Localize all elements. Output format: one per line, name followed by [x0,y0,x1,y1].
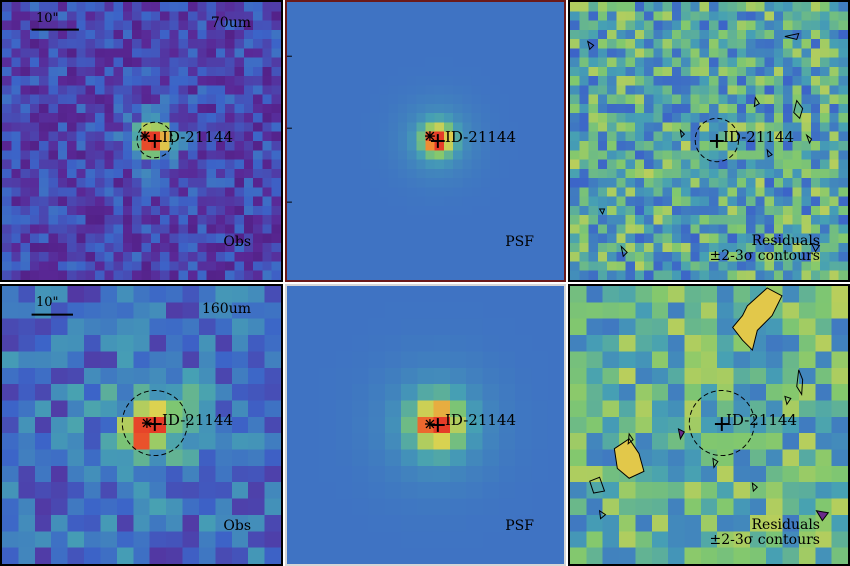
obs-image-160um [2,286,281,564]
psf-image-160um [287,286,564,564]
overlay-160um-res [589,287,830,522]
obs-image-70um [2,2,281,280]
aperture-circle [136,121,174,159]
band-label: 160um [201,301,251,317]
residual-label-line2: ±2-3σ contours [709,248,820,264]
panel-70um-psf: 30 ID-21144 PSF [285,0,566,282]
residual-label-line1: Residuals [751,233,820,249]
band-label: 70um [210,15,251,31]
cross-marker [430,134,445,148]
panel-label-obs: Obs [223,518,251,534]
residual-label-line1: Residuals [751,517,820,533]
source-label: ID-21144 [723,128,795,146]
cross-marker [147,417,162,431]
panel-70um-residual: ID-21144 Residuals ±2-3σ contours [568,0,850,282]
residual-label-line2: ±2-3σ contours [709,532,820,548]
aperture-circle [688,390,755,457]
residual-image-160um [570,286,848,564]
panel-160um-residual: ID-21144 Residuals ±2-3σ contours [568,284,850,566]
source-label: ID-21144 [162,128,234,146]
aperture-circle [694,117,740,163]
overlay-160um-obs [31,313,188,457]
source-label: ID-21144 [162,411,234,429]
panel-70um-obs: 10" 70um ID-21144 Obs [0,0,283,282]
asterisk-marker [425,419,435,429]
overlay-70um-res [586,32,821,258]
panel-label-obs: Obs [223,234,251,250]
panel-label-psf: PSF [505,518,534,534]
cross-marker [709,134,724,148]
overlay-70um-psf: 30 [287,55,445,203]
residual-label: Residuals ±2-3σ contours [709,234,820,264]
source-label: ID-21144 [445,411,517,429]
cross-marker [147,134,162,148]
residual-image-70um [570,2,848,280]
cross-marker [430,418,445,432]
source-label: ID-21144 [445,128,517,146]
asterisk-marker [140,131,150,141]
residual-label: Residuals ±2-3σ contours [709,518,820,548]
residual-contours [589,287,830,522]
aperture-circle [121,390,188,457]
scale-bar-label: 10" [36,11,59,26]
residual-contours [586,32,821,258]
psf-image-70um [287,2,564,280]
source-label: ID-21144 [726,411,798,429]
scale-bar-label: 10" [36,295,59,310]
asterisk-marker [425,131,435,142]
overlay-160um-psf [425,418,445,432]
cross-marker [714,417,729,431]
overlay-70um-obs [31,28,174,159]
panel-160um-obs: 10" 160um ID-21144 Obs [0,284,283,566]
panel-label-psf: PSF [505,234,534,250]
y-axis-ticks: 30 [287,55,292,203]
panel-160um-psf: ID-21144 PSF [285,284,566,566]
